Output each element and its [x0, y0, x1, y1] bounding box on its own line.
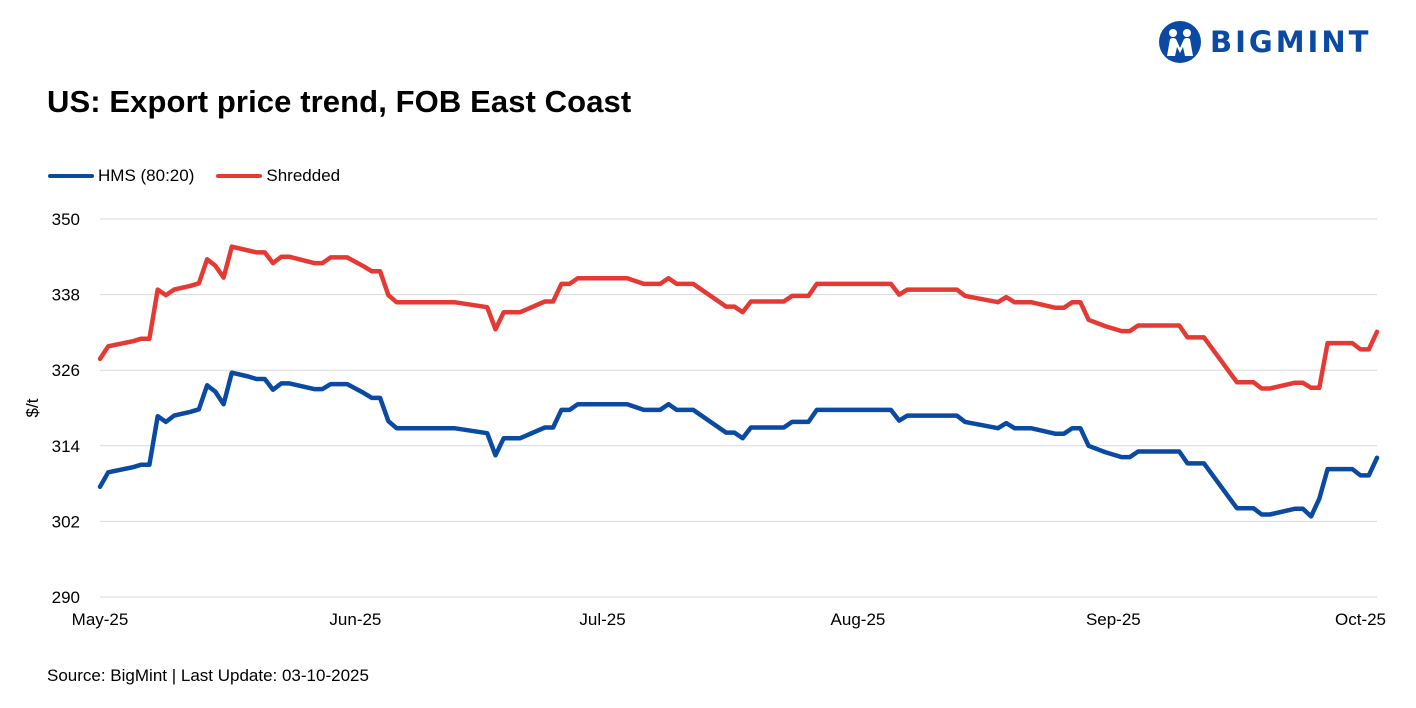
chart-title: US: Export price trend, FOB East Coast [47, 84, 632, 119]
y-tick-label: 302 [52, 512, 80, 531]
legend-swatch-shredded [216, 174, 263, 178]
x-tick-label: Jun-25 [329, 610, 381, 629]
series-line-shredded [97, 244, 1380, 391]
x-tick-label: Aug-25 [831, 610, 886, 629]
x-tick-label: Sep-25 [1086, 610, 1141, 629]
legend-item-hms: HMS (80:20) [48, 166, 194, 186]
x-tick-label: Jul-25 [579, 610, 625, 629]
legend-item-shredded: Shredded [216, 166, 340, 186]
y-tick-label: 314 [52, 437, 80, 456]
source-note: Source: BigMint | Last Update: 03-10-202… [47, 666, 369, 685]
x-tick-label: Oct-25 [1335, 610, 1386, 629]
legend-swatch-hms [48, 174, 94, 178]
y-tick-label: 290 [52, 588, 80, 607]
series-line-hms [97, 370, 1380, 519]
bigmint-logo-icon [1159, 21, 1201, 63]
legend: HMS (80:20) Shredded [48, 166, 362, 186]
x-tick-label: May-25 [72, 610, 129, 629]
y-tick-label: 338 [52, 286, 80, 305]
bigmint-logo: BIGMINT [1158, 20, 1371, 64]
legend-label-shredded: Shredded [266, 166, 341, 185]
y-axis-label: $/t [23, 398, 42, 417]
logo-text: BIGMINT [1210, 25, 1372, 59]
y-tick-label: 350 [52, 210, 80, 229]
legend-label-hms: HMS (80:20) [98, 166, 195, 185]
y-tick-label: 326 [52, 361, 80, 380]
